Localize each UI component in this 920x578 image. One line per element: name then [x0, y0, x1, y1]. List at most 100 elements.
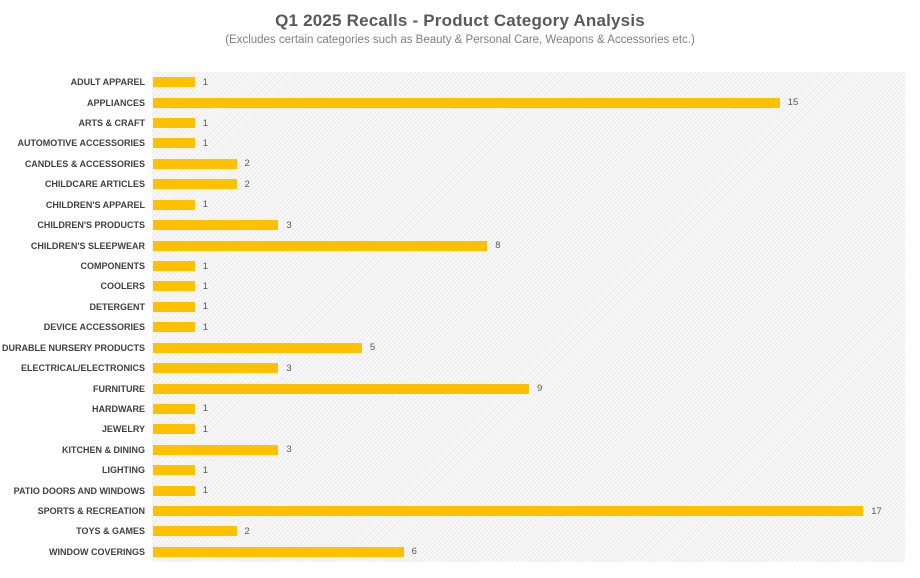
bar: [153, 179, 237, 190]
bar-zone: 3: [153, 440, 905, 460]
bar: [153, 444, 279, 455]
bar-zone: 17: [153, 501, 905, 521]
bar-zone: 1: [153, 256, 905, 276]
bar: [153, 118, 195, 129]
bar-row: CHILDREN'S PRODUCTS 3: [0, 215, 905, 235]
plot-area-background: [152, 72, 905, 562]
value-label: 1: [202, 199, 209, 211]
bar: [153, 77, 195, 88]
category-label: PATIO DOORS AND WINDOWS: [13, 485, 145, 496]
bar-row: AUTOMOTIVE ACCESSORIES 1: [0, 133, 905, 153]
value-label: 1: [202, 76, 209, 88]
bar: [153, 240, 488, 251]
bar-row: PATIO DOORS AND WINDOWS 1: [0, 480, 905, 500]
bar-row: HARDWARE 1: [0, 399, 905, 419]
value-label: 1: [202, 321, 209, 333]
category-label: WINDOW COVERINGS: [49, 546, 145, 557]
bar-row: WINDOW COVERINGS 6: [0, 542, 905, 562]
bar-zone: 2: [153, 174, 905, 194]
value-label: 1: [202, 301, 209, 313]
bar-zone: 1: [153, 419, 905, 439]
bar: [153, 383, 529, 394]
value-label: 2: [244, 178, 250, 190]
bar-zone: 1: [153, 113, 905, 133]
category-label: CHILDCARE ARTICLES: [44, 179, 145, 190]
bar: [153, 342, 362, 353]
value-label: 1: [202, 464, 209, 476]
bar: [153, 138, 195, 149]
value-label: 9: [537, 383, 543, 395]
bar-chart-rows: ADULT APPAREL 1 APPLIANCES 15 ARTS & CRAFT 1 A…: [0, 72, 905, 562]
bar-row: DURABLE NURSERY PRODUCTS 5: [0, 337, 905, 357]
value-label: 2: [244, 158, 250, 170]
bar: [153, 281, 195, 292]
bar-zone: 1: [153, 72, 905, 92]
bar: [153, 363, 279, 374]
category-label: APPLIANCES: [86, 97, 145, 108]
bar-row: COMPONENTS 1: [0, 256, 905, 276]
bar: [153, 97, 780, 108]
bar-row: ARTS & CRAFT 1: [0, 113, 905, 133]
bar-zone: 1: [153, 195, 905, 215]
bar: [153, 424, 195, 435]
bar-zone: 1: [153, 276, 905, 296]
value-label: 15: [787, 97, 799, 109]
value-label: 1: [202, 280, 209, 292]
bar-zone: 2: [153, 521, 905, 541]
bar: [153, 546, 404, 557]
category-label: CHILDREN'S APPAREL: [45, 199, 145, 210]
category-label: COOLERS: [100, 281, 145, 292]
bar-row: TOYS & GAMES 2: [0, 521, 905, 541]
bar-zone: 8: [153, 235, 905, 255]
bar-zone: 1: [153, 460, 905, 480]
category-label: LIGHTING: [102, 465, 145, 476]
bar: [153, 199, 195, 210]
value-label: 2: [244, 525, 250, 537]
bar: [153, 301, 195, 312]
bar: [153, 322, 195, 333]
chart-title: Q1 2025 Recalls - Product Category Analy…: [275, 11, 645, 30]
bar-row: DETERGENT 1: [0, 297, 905, 317]
bar-row: CHILDREN'S APPAREL 1: [0, 195, 905, 215]
bar-row: CHILDREN'S SLEEPWEAR 8: [0, 235, 905, 255]
category-label: DEVICE ACCESSORIES: [43, 322, 145, 333]
category-label: DETERGENT: [89, 301, 145, 312]
category-label: ELECTRICAL/ELECTRONICS: [20, 363, 145, 374]
bar-row: COOLERS 1: [0, 276, 905, 296]
category-label: FURNITURE: [93, 383, 145, 394]
bar-row: KITCHEN & DINING 3: [0, 440, 905, 460]
bar-row: JEWELRY 1: [0, 419, 905, 439]
bar-zone: 3: [153, 215, 905, 235]
bar-zone: 1: [153, 399, 905, 419]
category-label: CHILDREN'S PRODUCTS: [37, 220, 145, 231]
bar-zone: 1: [153, 133, 905, 153]
bar: [153, 506, 864, 517]
bar: [153, 403, 195, 414]
value-label: 3: [286, 362, 292, 374]
bar-zone: 1: [153, 317, 905, 337]
value-label: 17: [871, 505, 882, 517]
bar-row: ADULT APPAREL 1: [0, 72, 905, 92]
category-label: JEWELRY: [101, 424, 145, 435]
bar: [153, 526, 237, 537]
category-label: COMPONENTS: [80, 261, 145, 271]
category-label: HARDWARE: [92, 403, 145, 414]
bar-row: DEVICE ACCESSORIES 1: [0, 317, 905, 337]
chart-subtitle: (Excludes certain categories such as Bea…: [225, 34, 695, 46]
bar: [153, 465, 195, 476]
bar-row: CANDLES & ACCESSORIES 2: [0, 154, 905, 174]
category-label: KITCHEN & DINING: [62, 444, 145, 455]
bar-row: ELECTRICAL/ELECTRONICS 3: [0, 358, 905, 378]
category-label: CHILDREN'S SLEEPWEAR: [30, 240, 145, 251]
bar-zone: 5: [153, 337, 905, 357]
category-label: TOYS & GAMES: [76, 526, 145, 537]
value-label: 6: [411, 546, 417, 558]
category-label: ARTS & CRAFT: [78, 118, 146, 129]
bar-zone: 15: [153, 92, 905, 112]
bar-row: FURNITURE 9: [0, 378, 905, 398]
bar-zone: 1: [153, 297, 905, 317]
bar: [153, 261, 195, 271]
bar-row: APPLIANCES 15: [0, 92, 905, 112]
value-label: 1: [202, 485, 209, 497]
bar: [153, 158, 237, 169]
